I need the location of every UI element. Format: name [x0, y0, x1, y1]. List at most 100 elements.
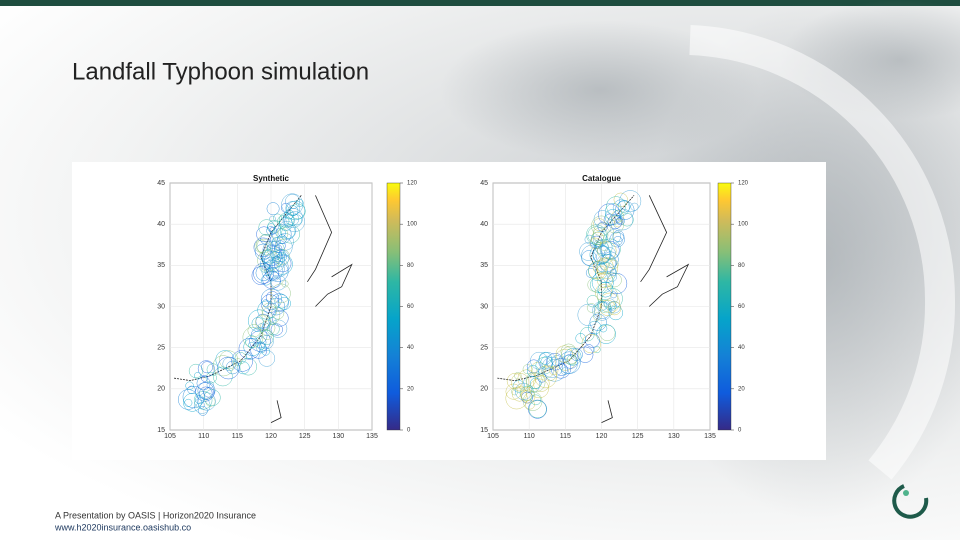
track-circle	[199, 386, 213, 400]
track-circle	[506, 373, 523, 390]
track-circle	[217, 356, 240, 380]
track-circle	[592, 245, 611, 264]
track-circle	[586, 303, 597, 313]
track-circle	[564, 348, 582, 366]
track-circle	[234, 358, 242, 367]
track-circle	[201, 361, 213, 374]
track-circle	[619, 190, 642, 213]
colorbar	[717, 182, 732, 431]
track-circle	[196, 376, 211, 391]
x-tick-label: 130	[668, 433, 680, 440]
track-circle	[238, 338, 261, 360]
footer-line: A Presentation by OASIS | Horizon2020 In…	[55, 510, 256, 520]
track-circle	[267, 261, 289, 282]
y-tick-label: 45	[157, 180, 165, 187]
track-circle	[581, 333, 601, 354]
track-circle	[587, 320, 602, 335]
track-circle	[540, 355, 554, 369]
track-circle	[257, 323, 265, 331]
y-tick-label: 35	[157, 262, 165, 269]
track-circle	[541, 364, 555, 378]
track-circle	[254, 239, 268, 253]
colorbar-tick-label: 60	[738, 304, 745, 310]
track-circle	[194, 372, 202, 380]
track-circle	[282, 214, 295, 227]
track-circle	[577, 303, 600, 327]
track-circle	[600, 260, 610, 270]
x-tick-label: 105	[487, 433, 499, 440]
figure-title: Catalogue	[582, 174, 621, 183]
colorbar	[386, 182, 401, 431]
coastline	[601, 400, 613, 423]
track-circle	[266, 202, 280, 216]
track-circle	[613, 192, 628, 207]
coastline	[307, 195, 333, 283]
track-circle	[522, 375, 541, 394]
track-circle	[197, 381, 216, 400]
x-tick-label: 135	[366, 433, 378, 440]
track-circle	[271, 249, 290, 267]
track-circle	[597, 281, 614, 298]
track-circle	[596, 253, 617, 274]
y-tick-label: 25	[480, 345, 488, 352]
y-tick-label: 45	[480, 180, 488, 187]
track-circle	[263, 246, 285, 268]
y-tick-label: 20	[157, 386, 165, 393]
track-circle	[555, 345, 573, 363]
track-circle	[260, 294, 280, 313]
logo-dot	[903, 490, 909, 496]
track-circle	[262, 270, 281, 289]
track-circle	[271, 283, 291, 304]
track-circle	[261, 347, 270, 356]
track-circle	[609, 259, 619, 270]
track-circle	[512, 380, 526, 393]
track-circle	[276, 228, 289, 240]
track-circle	[251, 266, 271, 285]
track-circle	[529, 377, 542, 390]
x-tick-label: 120	[265, 433, 277, 440]
track-circle	[591, 271, 614, 294]
track-circle	[276, 233, 294, 251]
y-tick-label: 30	[157, 303, 165, 310]
colorbar-tick-label: 20	[738, 386, 745, 392]
track-circle	[270, 236, 293, 258]
x-tick-label: 110	[198, 433, 209, 440]
track-circle	[285, 194, 300, 209]
track-circle	[566, 354, 577, 365]
track-circle	[271, 309, 289, 327]
y-tick-label: 40	[480, 221, 488, 228]
figure-title: Synthetic	[253, 174, 290, 183]
colorbar-tick-label: 120	[407, 181, 418, 187]
track-circle	[270, 293, 289, 312]
track-circle	[595, 283, 613, 302]
swirl	[689, 25, 956, 480]
track-circle	[259, 330, 275, 345]
track-circle	[593, 210, 612, 229]
colorbar-tick-label: 0	[738, 428, 742, 434]
track-circle	[295, 199, 304, 207]
track-circle	[584, 234, 595, 245]
track-circle	[526, 372, 546, 393]
track-circle	[193, 397, 211, 414]
track-circle	[613, 236, 623, 246]
track-circle	[558, 355, 578, 374]
track-circle	[607, 272, 617, 282]
track-circle	[284, 209, 294, 220]
track-circle	[269, 319, 288, 338]
track-circle	[586, 295, 599, 308]
track-circle	[265, 291, 279, 305]
track-circle	[604, 298, 616, 311]
track-circle	[612, 199, 630, 217]
track-circle	[198, 406, 208, 416]
track-circle	[277, 221, 297, 240]
track-circle	[184, 398, 193, 407]
track-circle	[601, 288, 623, 310]
track-circle	[253, 262, 274, 284]
track-circle	[270, 251, 281, 261]
y-tick-label: 30	[480, 303, 488, 310]
track-circle	[267, 297, 286, 316]
track-circle	[185, 381, 194, 390]
track-circle	[577, 346, 594, 363]
track-circle	[215, 350, 235, 370]
track-circle	[275, 227, 286, 238]
